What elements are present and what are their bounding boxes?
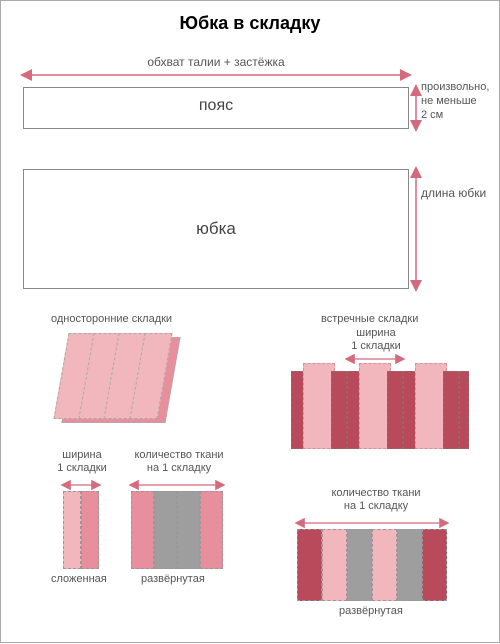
stripe (422, 529, 447, 601)
box-qty-label-l1: количество ткани (331, 487, 420, 499)
box-qty-label: количество ткани на 1 складку (321, 487, 431, 513)
box-pleat-face (415, 363, 446, 449)
box-width-label-l1: ширина (356, 327, 395, 339)
diagram-canvas: Юбка в складку обхват талии + застёжка п… (0, 0, 500, 643)
stripe (297, 529, 322, 601)
skirt-height-label: длина юбки (421, 186, 500, 200)
unfolded-caption-left: развёрнутая (141, 573, 205, 585)
stripe (322, 529, 347, 601)
page-title: Юбка в складку (1, 13, 499, 34)
box-width-label: ширина 1 складки (341, 327, 411, 353)
box-qty-label-l2: на 1 складку (344, 500, 408, 512)
stripe (372, 529, 397, 601)
knife-pleats-header: односторонние складки (51, 313, 172, 325)
belt-label: пояс (23, 97, 409, 115)
box-pleat-valley (331, 371, 347, 449)
box-pleat-valley (459, 371, 469, 449)
box-unfolded-block (297, 529, 447, 601)
knife-qty-label: количество ткани на 1 складку (129, 449, 229, 475)
folded-caption: сложенная (51, 573, 107, 585)
knife-unfolded-block (131, 491, 223, 569)
waist-arrow-label: обхват талии + застёжка (23, 55, 409, 69)
belt-height-note-l1: произвольно, (421, 81, 489, 93)
knife-qty-label-l1: количество ткани (134, 449, 223, 461)
box-pleat-face (359, 363, 390, 449)
box-pleats-header: встречные складки (321, 313, 418, 325)
stripe (131, 491, 154, 569)
box-pleat-face (303, 363, 334, 449)
belt-height-note-l3: 2 см (421, 109, 443, 121)
stripe (81, 491, 99, 569)
box-pleat-valley (443, 371, 459, 449)
knife-folded-block (63, 491, 99, 569)
stripe (200, 491, 223, 569)
stripe (347, 529, 372, 601)
skirt-label: юбка (23, 219, 409, 239)
stripe (177, 491, 200, 569)
knife-width-label-l2: 1 складки (57, 462, 107, 474)
belt-height-note-l2: не меньше (421, 95, 477, 107)
box-pleat-valley (387, 371, 403, 449)
unfolded-caption-right: развёрнутая (339, 605, 403, 617)
belt-height-note: произвольно, не меньше 2 см (421, 81, 500, 122)
knife-width-label: ширина 1 складки (47, 449, 117, 475)
stripe (154, 491, 177, 569)
stripe (397, 529, 422, 601)
knife-qty-label-l2: на 1 складку (147, 462, 211, 474)
knife-width-label-l1: ширина (62, 449, 101, 461)
stripe (63, 491, 81, 569)
box-width-label-l2: 1 складки (351, 340, 401, 352)
